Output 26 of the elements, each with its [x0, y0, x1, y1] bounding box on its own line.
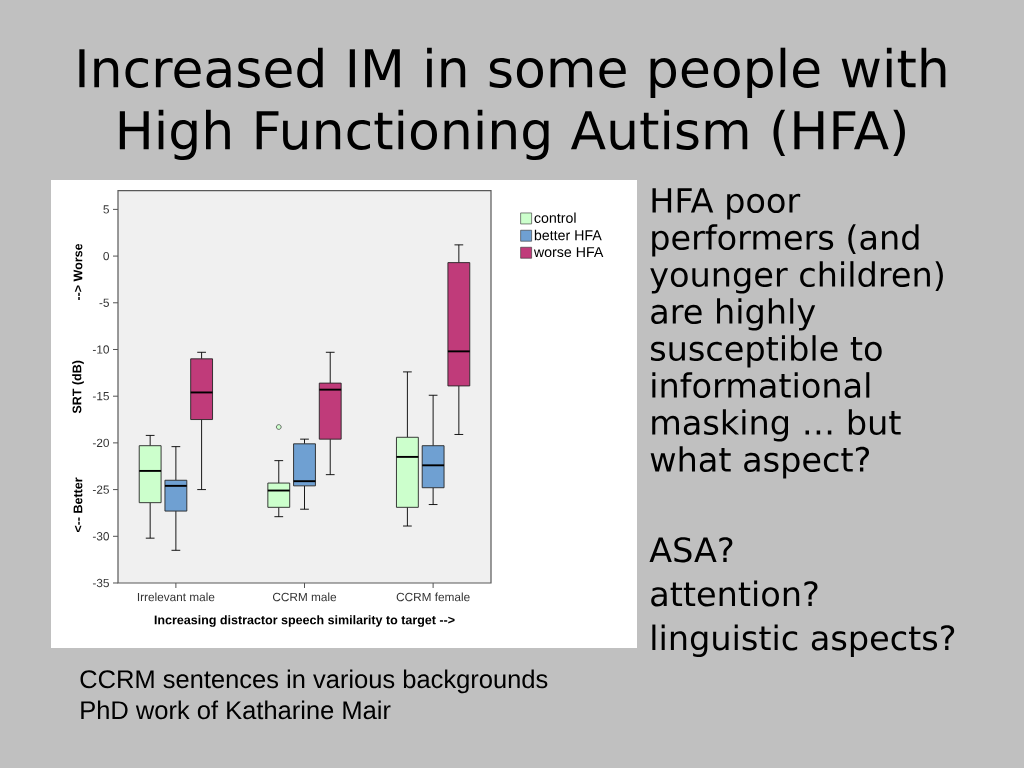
legend-label: control — [534, 212, 576, 223]
text: PhD work of Katharine Mair — [81, 700, 391, 720]
y-tick-label: -5 — [99, 298, 109, 307]
y-axis-title: SRT (dB) — [72, 360, 84, 414]
text: --> Worse — [73, 243, 83, 301]
y-tick-label: -15 — [92, 392, 109, 401]
text: HFA poor performers (and younger children) are highly susceptible to informational masking … but what aspect? — [650, 188, 943, 479]
x-axis-title: Increasing distractor speech similarity to target --> — [154, 615, 455, 627]
x-tick-label: CCRM female — [396, 592, 470, 602]
y-tick-label: -25 — [92, 485, 109, 494]
y-tick-label: -10 — [92, 345, 110, 354]
y-tick-label: 5 — [103, 205, 109, 214]
y-tick-label: -20 — [92, 438, 110, 448]
legend-label: worse HFA — [533, 247, 604, 258]
y-tick-label: -30 — [92, 532, 110, 541]
text: <-- Better — [73, 477, 83, 533]
text: ASA? — [649, 537, 733, 563]
legend-label: better HFA — [534, 229, 602, 241]
y-tick-label: -35 — [92, 578, 109, 588]
text: CCRM sentences in various backgrounds — [80, 669, 548, 694]
text: linguistic aspects? — [652, 624, 955, 657]
chart-title: Increased IM in some people with High Functioning Autism (HFA) — [79, 47, 946, 161]
x-tick-label: Irrelevant male — [137, 592, 215, 602]
x-tick-label: CCRM male — [272, 592, 337, 602]
text: attention? — [651, 580, 818, 607]
y-tick-label: 0 — [103, 251, 110, 261]
